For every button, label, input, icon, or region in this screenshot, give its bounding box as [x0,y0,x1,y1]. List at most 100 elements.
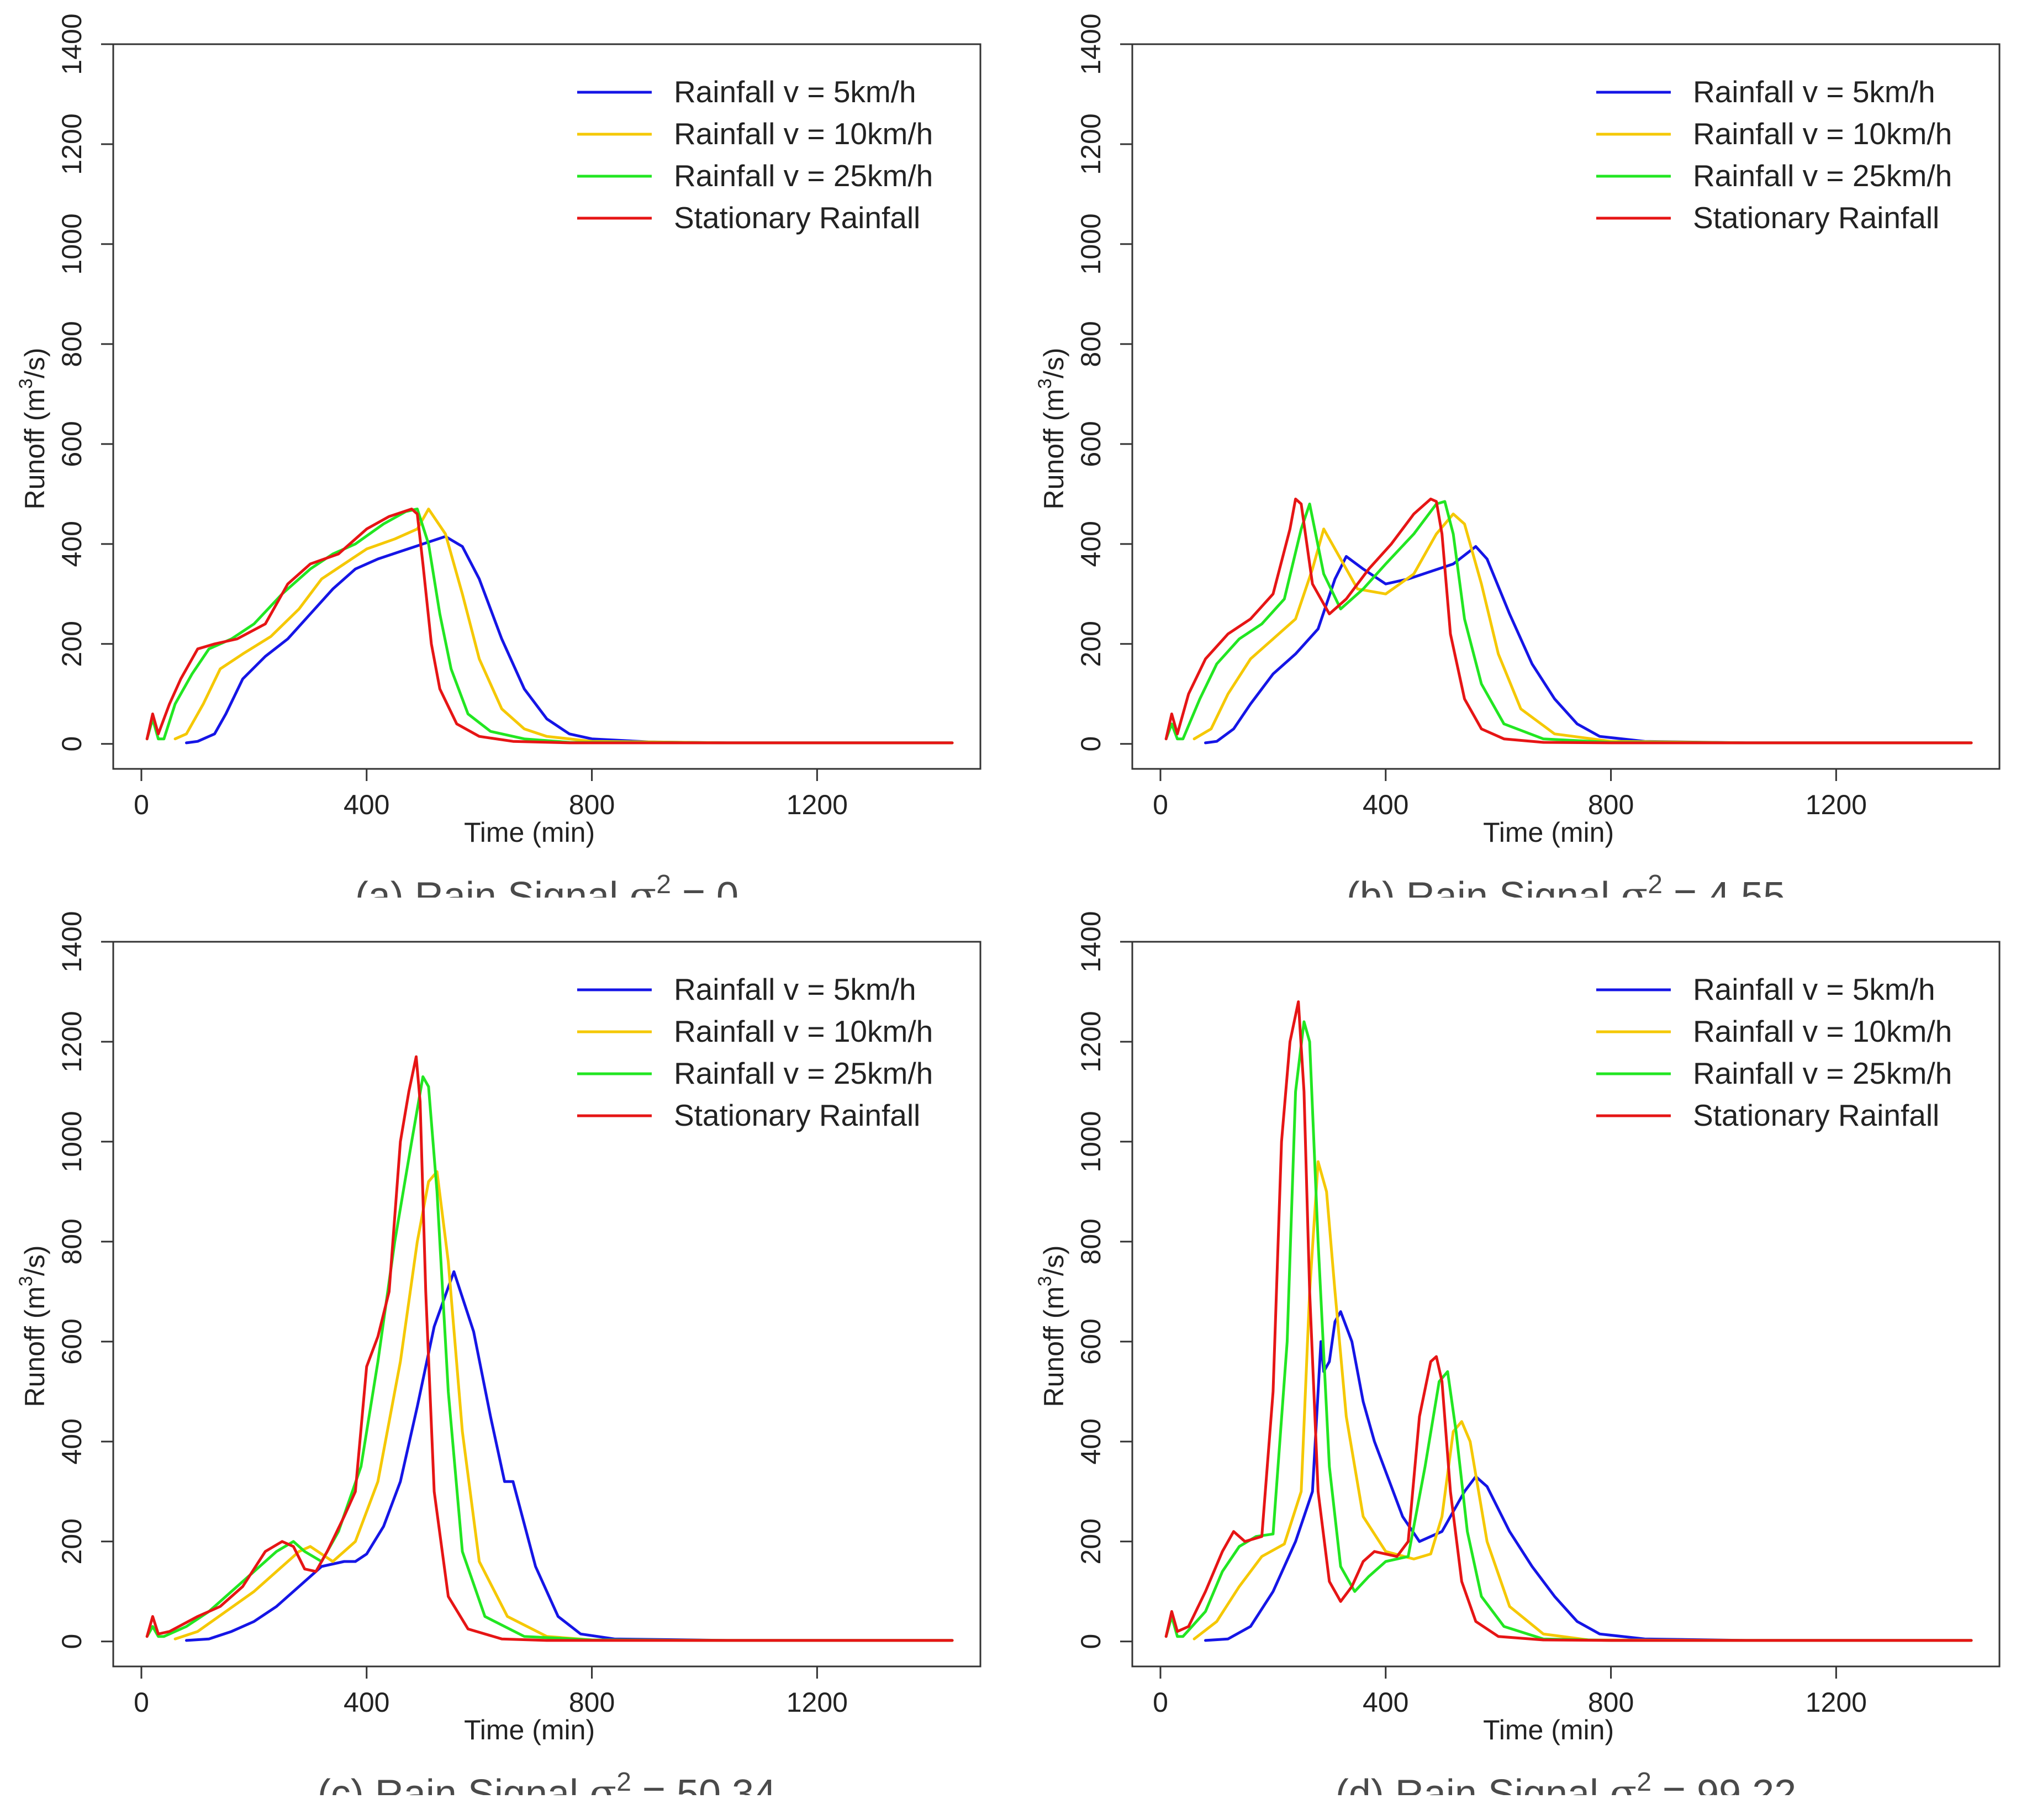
panel-caption: (b) Rain Signal σ2 = 4.55 [1347,870,1785,898]
series-group [1164,1000,1973,1642]
x-tick-label: 1200 [1806,1687,1867,1718]
chart-panel-c: 0 400 800 1200 0 200 400 600 800 1000 1200 1400 Time… [0,898,1002,1817]
y-tick-label: 1400 [1075,13,1106,75]
x-axis-label: Time (min) [1483,1715,1614,1745]
x-tick-label: 800 [1588,1687,1634,1718]
series-line-rainfall-v-5km-h [185,535,954,745]
y-tick-label: 600 [56,421,87,467]
y-axis-label-suffix: /s) [19,347,50,378]
y-tick-label: 1200 [56,113,87,175]
legend-label: Rainfall v = 25km/h [674,1056,933,1090]
y-tick-label: 800 [56,1218,87,1264]
y-axis-label-suffix: /s) [1038,347,1069,378]
caption-sigma: σ [1621,873,1648,898]
y-tick-label: 1400 [56,911,87,972]
y-axis-label: Runoff (m3/s) [15,1245,50,1407]
series-group [1164,497,1973,745]
x-tick-label: 1200 [787,1687,848,1718]
chart-panel-d: 0 400 800 1200 0 200 400 600 800 1000 1200 1400 Time… [1019,898,2021,1817]
y-tick-label: 600 [56,1318,87,1364]
y-axis-label-prefix: Runoff (m [19,1286,50,1407]
x-axis-label: Time (min) [1483,817,1614,848]
y-tick-label: 0 [1075,736,1106,752]
y-tick-label: 1400 [1075,911,1106,972]
chart-svg-d: 0 400 800 1200 0 200 400 600 800 1000 1200 1400 Time… [1035,911,2001,1817]
series-line-rainfall-v-25km-h [145,1075,954,1642]
y-tick-label: 1200 [1075,113,1106,175]
y-axis-label-superscript: 3 [15,378,36,389]
legend-label: Rainfall v = 25km/h [1693,1056,1952,1090]
series-line-rainfall-v-5km-h [1204,1310,1973,1642]
legend-label: Rainfall v = 5km/h [674,972,916,1006]
y-tick-label: 800 [56,321,87,367]
y-axis-label-suffix: /s) [19,1245,50,1276]
chart-svg-b: 0 400 800 1200 0 200 400 600 800 1000 1200 1400 Time… [1035,13,2001,919]
plot-frame [1131,43,2001,770]
y-axis-label-suffix: /s) [1038,1245,1069,1276]
series-group [145,508,954,745]
y-tick-label: 600 [1075,1318,1106,1364]
y-tick-label: 200 [1075,621,1106,667]
y-tick-label: 200 [56,621,87,667]
y-axis-label-prefix: Runoff (m [1038,389,1069,510]
series-line-rainfall-v-25km-h [1164,1020,1973,1642]
y-tick-label: 400 [56,1418,87,1464]
caption-prefix: (b) Rain Signal [1347,874,1621,898]
x-tick-label: 400 [344,789,389,820]
legend-label: Stationary Rainfall [1693,1098,1939,1132]
caption-superscript: 2 [1637,1768,1651,1795]
y-tick-label: 1000 [56,1111,87,1172]
caption-sigma: σ [1610,1770,1637,1795]
plot-frame [112,43,982,770]
legend-label: Rainfall v = 5km/h [1693,972,1935,1006]
caption-suffix: = 99.22 [1651,1772,1796,1795]
series-line-rainfall-v-25km-h [145,508,954,745]
legend-label: Rainfall v = 25km/h [674,159,933,193]
x-tick-label: 1200 [787,789,848,820]
y-tick-label: 800 [1075,1218,1106,1264]
x-tick-label: 400 [344,1687,389,1718]
y-tick-label: 0 [56,736,87,752]
x-axis-label: Time (min) [464,817,595,848]
series-line-rainfall-v-5km-h [1204,545,1973,745]
series-line-rainfall-v-25km-h [1164,500,1973,745]
x-axis-label: Time (min) [464,1715,595,1745]
legend-label: Stationary Rainfall [1693,201,1939,235]
series-line-rainfall-v-5km-h [185,1270,954,1642]
y-axis-label-superscript: 3 [1035,1276,1056,1286]
y-tick-label: 0 [1075,1634,1106,1649]
panel-caption: (c) Rain Signal σ2 = 50.34 [318,1768,776,1795]
series-line-stationary-rainfall [1164,1000,1973,1642]
caption-prefix: (c) Rain Signal [318,1772,589,1795]
y-axis-label: Runoff (m3/s) [15,347,50,509]
legend-label: Stationary Rainfall [674,1098,920,1132]
x-tick-label: 0 [1153,789,1168,820]
y-tick-label: 200 [56,1518,87,1564]
y-tick-label: 400 [56,521,87,567]
legend-label: Rainfall v = 10km/h [674,1014,933,1048]
x-tick-label: 1200 [1806,789,1867,820]
series-group [145,1055,954,1642]
x-tick-label: 0 [1153,1687,1168,1718]
y-tick-label: 400 [1075,521,1106,567]
caption-sigma: σ [629,873,656,898]
caption-superscript: 2 [1648,870,1663,898]
y-tick-label: 1400 [56,13,87,75]
y-tick-label: 1000 [1075,1111,1106,1172]
x-tick-label: 0 [134,1687,149,1718]
chart-svg-c: 0 400 800 1200 0 200 400 600 800 1000 1200 1400 Time… [15,911,982,1817]
y-axis-label-prefix: Runoff (m [19,389,50,510]
x-tick-label: 0 [134,789,149,820]
x-tick-label: 800 [569,789,615,820]
y-tick-label: 1000 [56,213,87,275]
legend-label: Rainfall v = 10km/h [1693,117,1952,151]
caption-suffix: = 4.55 [1663,874,1785,898]
series-line-rainfall-v-10km-h [173,508,954,745]
x-tick-label: 400 [1363,789,1408,820]
chart-panel-a: 0 400 800 1200 0 200 400 600 800 1000 1200 1400 Time… [0,0,1002,919]
legend-label: Rainfall v = 25km/h [1693,159,1952,193]
plot-frame [1131,941,2001,1668]
x-tick-label: 800 [569,1687,615,1718]
legend-label: Rainfall v = 10km/h [1693,1014,1952,1048]
y-tick-label: 1200 [1075,1011,1106,1072]
